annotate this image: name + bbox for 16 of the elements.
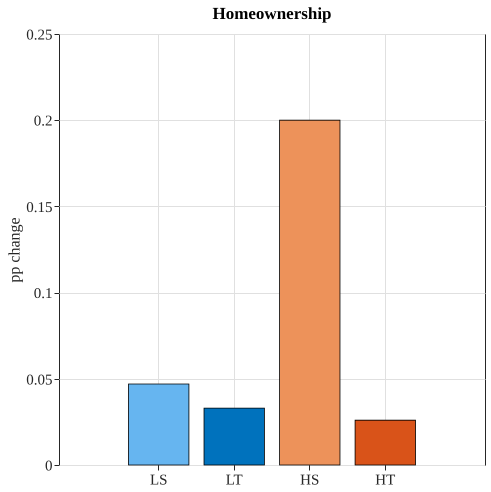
x-tick-label: LS (150, 472, 168, 488)
x-tick-label: HS (300, 472, 320, 488)
bar (204, 408, 265, 466)
bar (128, 384, 190, 466)
y-tick-label: 0 (45, 458, 52, 474)
x-tick-label: HT (375, 472, 396, 488)
y-tick-label: 0.25 (26, 28, 52, 44)
bar (279, 120, 340, 466)
bar (354, 420, 416, 466)
y-tick-label: 0.2 (34, 114, 52, 130)
y-tick-label: 0.15 (26, 200, 52, 216)
chart-title: Homeownership (212, 4, 332, 23)
x-tick-label: LT (226, 472, 243, 488)
y-tick-label: 0.05 (26, 372, 52, 388)
y-tick-label: 0.1 (34, 286, 52, 302)
y-axis-title: pp change (6, 217, 24, 283)
